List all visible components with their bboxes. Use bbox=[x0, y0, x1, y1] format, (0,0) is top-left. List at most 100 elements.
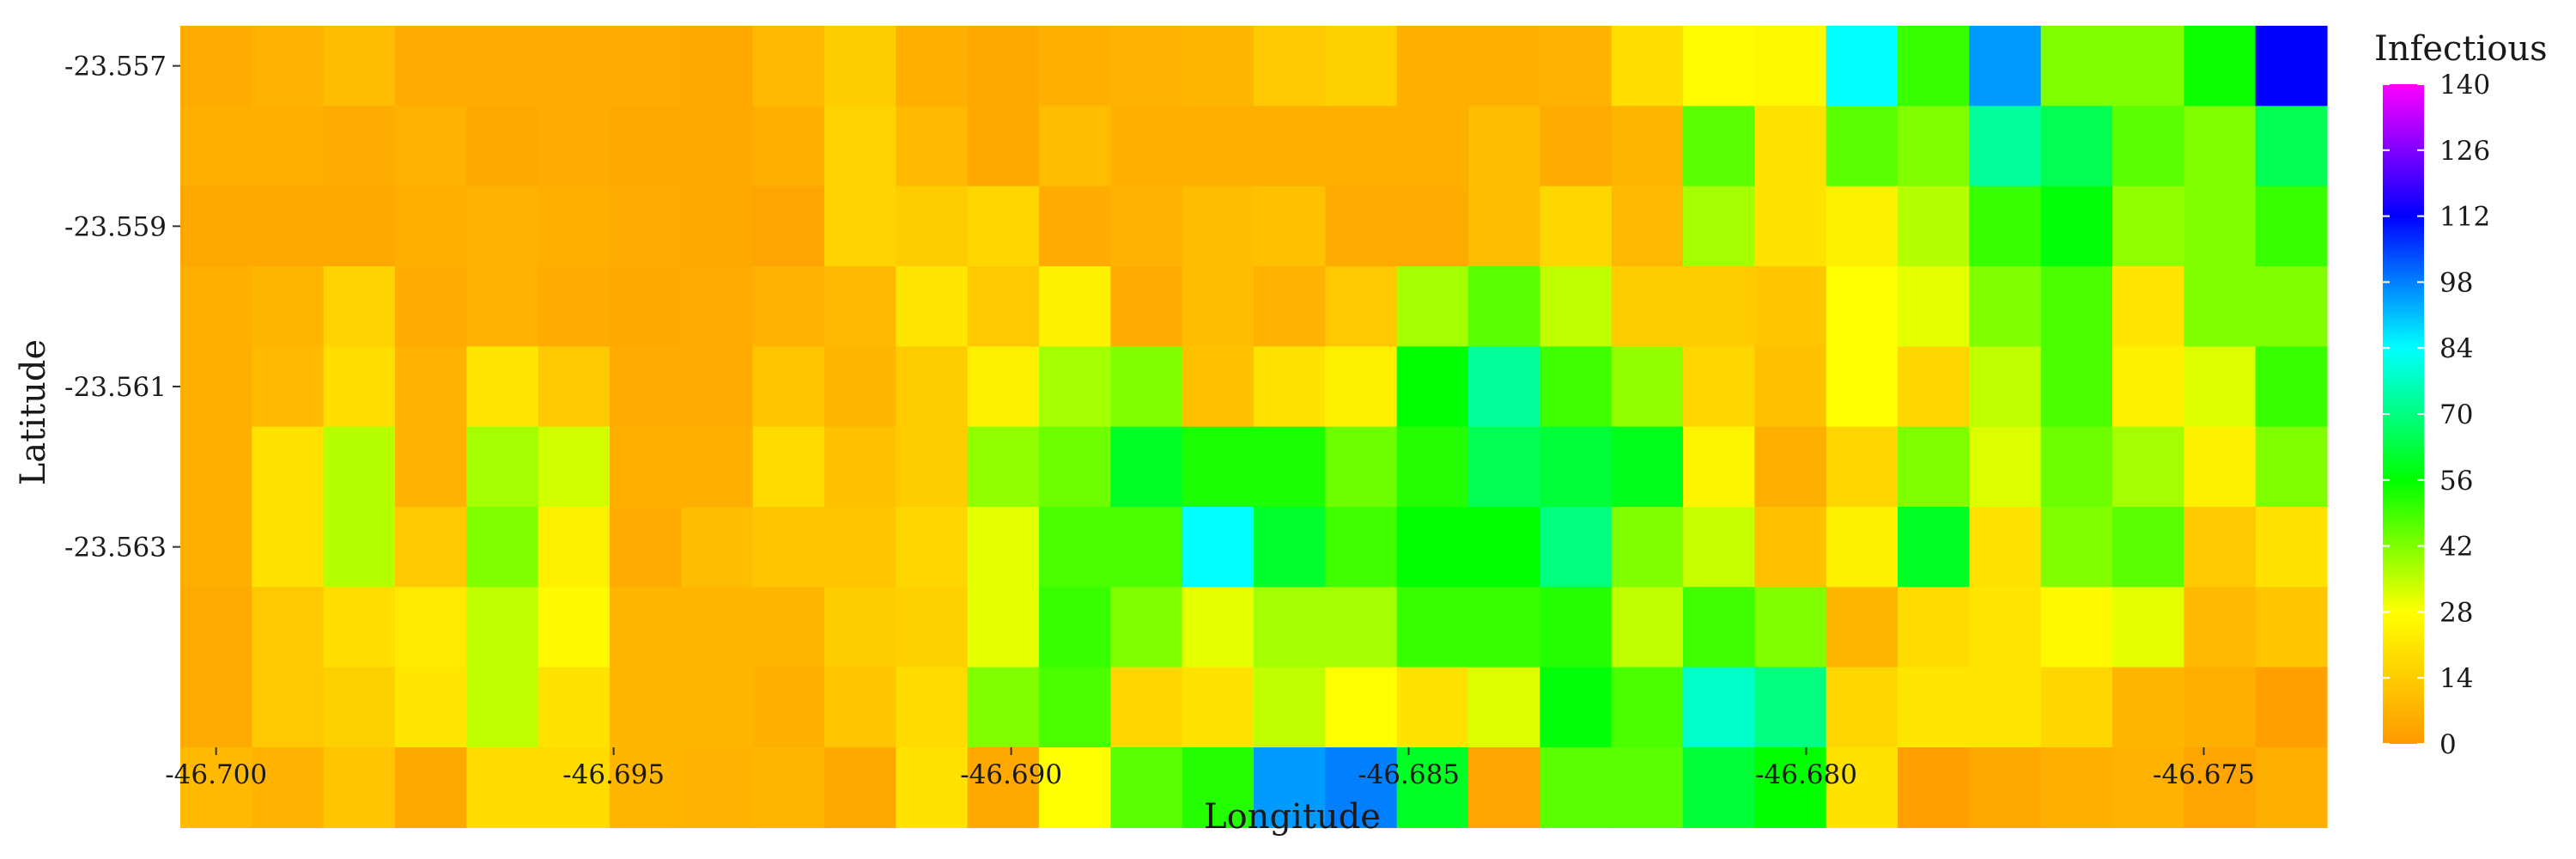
heatmap-cell bbox=[896, 266, 969, 347]
heatmap-cell bbox=[2184, 266, 2257, 347]
heatmap-cell bbox=[1826, 106, 1899, 187]
heatmap-cell bbox=[1039, 426, 1111, 508]
heatmap-cell bbox=[1683, 426, 1755, 508]
heatmap-cell bbox=[752, 426, 825, 508]
heatmap-cell bbox=[681, 26, 754, 107]
y-tick-label: -23.563 bbox=[64, 533, 167, 564]
heatmap-cell bbox=[252, 346, 325, 428]
heatmap-cell bbox=[1754, 106, 1827, 187]
heatmap-cell bbox=[1110, 507, 1183, 588]
heatmap-cell bbox=[1683, 186, 1755, 267]
heatmap-cell bbox=[252, 426, 325, 508]
heatmap-cell bbox=[395, 426, 467, 508]
heatmap-cell bbox=[967, 186, 1040, 267]
heatmap-cell bbox=[1468, 426, 1540, 508]
heatmap-cell bbox=[1754, 587, 1827, 668]
heatmap-cell bbox=[824, 587, 896, 668]
heatmap-cell bbox=[2112, 507, 2184, 588]
heatmap-cell bbox=[395, 26, 467, 107]
heatmap-cell bbox=[1683, 26, 1755, 107]
heatmap-cell bbox=[2184, 106, 2257, 187]
heatmap-cell bbox=[252, 266, 325, 347]
heatmap-cell bbox=[1898, 186, 1970, 267]
heatmap-cell bbox=[1254, 507, 1326, 588]
heatmap-cell bbox=[1325, 346, 1398, 428]
heatmap-cell bbox=[2040, 507, 2113, 588]
heatmap-cell bbox=[252, 747, 325, 828]
y-axis-title: Latitude bbox=[14, 339, 53, 485]
heatmap-cell bbox=[1754, 747, 1827, 828]
heatmap-cell bbox=[2040, 747, 2113, 828]
heatmap-cell bbox=[2255, 186, 2328, 267]
y-tick-label: -23.557 bbox=[64, 52, 167, 82]
heatmap-cell bbox=[752, 507, 825, 588]
legend-tick-label: 56 bbox=[2439, 466, 2473, 497]
heatmap-cell bbox=[538, 587, 611, 668]
heatmap-cell bbox=[610, 26, 682, 107]
heatmap-cell bbox=[967, 26, 1040, 107]
heatmap-cell bbox=[1611, 266, 1684, 347]
heatmap-cell bbox=[896, 186, 969, 267]
heatmap-cell bbox=[2112, 26, 2184, 107]
heatmap-cell bbox=[967, 346, 1040, 428]
heatmap-cell bbox=[967, 106, 1040, 187]
heatmap-cell bbox=[1540, 507, 1613, 588]
heatmap-cell bbox=[681, 426, 754, 508]
x-axis-title: Longitude bbox=[1204, 797, 1381, 837]
heatmap-cell bbox=[2255, 346, 2328, 428]
heatmap-cell bbox=[2255, 667, 2328, 748]
heatmap-cell bbox=[1039, 266, 1111, 347]
heatmap-cell bbox=[538, 426, 611, 508]
heatmap-cell bbox=[824, 747, 896, 828]
heatmap-cell bbox=[1826, 186, 1899, 267]
legend-tick-label: 112 bbox=[2439, 202, 2490, 233]
heatmap-cell bbox=[323, 587, 396, 668]
heatmap-cell bbox=[2255, 106, 2328, 187]
heatmap-cell bbox=[252, 106, 325, 187]
heatmap-cell bbox=[1611, 346, 1684, 428]
heatmap-cell bbox=[1683, 667, 1755, 748]
heatmap-cell bbox=[1325, 587, 1398, 668]
y-tick-label: -23.561 bbox=[64, 372, 167, 403]
heatmap-cell bbox=[466, 106, 539, 187]
heatmap-cell bbox=[824, 507, 896, 588]
heatmap-cell bbox=[2040, 266, 2113, 347]
heatmap-cell bbox=[323, 747, 396, 828]
heatmap-cell bbox=[1540, 587, 1613, 668]
heatmap-cell bbox=[2040, 106, 2113, 187]
heatmap-cell bbox=[2184, 587, 2257, 668]
heatmap-cell bbox=[466, 507, 539, 588]
legend-tick-label: 0 bbox=[2439, 729, 2457, 760]
x-tick-label: -46.695 bbox=[562, 759, 665, 790]
heatmap-cell bbox=[323, 266, 396, 347]
heatmap-cell bbox=[1611, 106, 1684, 187]
heatmap-cell bbox=[2184, 507, 2257, 588]
heatmap-cell bbox=[2255, 426, 2328, 508]
x-tick-label: -46.675 bbox=[2153, 759, 2255, 790]
heatmap-cell bbox=[252, 186, 325, 267]
heatmap-cell bbox=[1110, 266, 1183, 347]
heatmap-cell bbox=[395, 667, 467, 748]
heatmap-cell bbox=[2112, 747, 2184, 828]
heatmap-cell bbox=[1396, 266, 1469, 347]
heatmap-cell bbox=[1039, 186, 1111, 267]
heatmap-cell bbox=[1826, 667, 1899, 748]
heatmap-cell bbox=[1039, 26, 1111, 107]
heatmap-cell bbox=[466, 266, 539, 347]
heatmap-cell bbox=[610, 747, 682, 828]
heatmap-cell bbox=[1683, 106, 1755, 187]
heatmap-cell bbox=[1898, 747, 1970, 828]
heatmap-cell bbox=[752, 266, 825, 347]
heatmap-cell bbox=[967, 426, 1040, 508]
heatmap-cell bbox=[824, 186, 896, 267]
heatmap-cell bbox=[1039, 747, 1111, 828]
heatmap-cell bbox=[896, 426, 969, 508]
heatmap-cell bbox=[1969, 26, 2042, 107]
heatmap-cell bbox=[2040, 667, 2113, 748]
heatmap-cell bbox=[323, 426, 396, 508]
heatmap-cell bbox=[1611, 507, 1684, 588]
x-tick-label: -46.680 bbox=[1755, 759, 1857, 790]
heatmap-cell bbox=[1182, 186, 1255, 267]
heatmap-cell bbox=[824, 426, 896, 508]
heatmap-cell bbox=[538, 266, 611, 347]
